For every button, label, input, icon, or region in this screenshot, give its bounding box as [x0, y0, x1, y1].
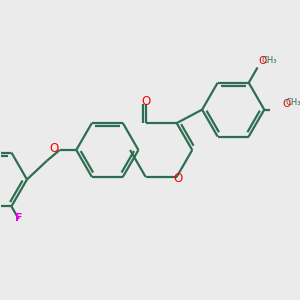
- Text: O: O: [282, 99, 291, 109]
- Text: O: O: [141, 95, 150, 108]
- Text: CH₃: CH₃: [286, 98, 300, 107]
- Text: CH₃: CH₃: [262, 56, 277, 65]
- Text: O: O: [173, 172, 182, 185]
- Text: O: O: [50, 142, 59, 155]
- Text: F: F: [15, 213, 22, 223]
- Text: O: O: [258, 56, 266, 67]
